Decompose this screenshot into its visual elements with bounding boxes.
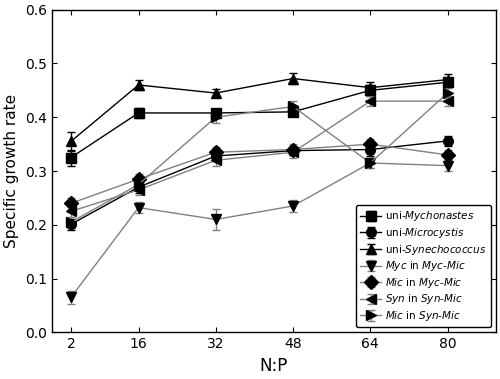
Legend: uni-$\it{Mychonastes}$, uni-$\it{Microcystis}$, uni-$\it{Synechococcus}$, $\it{M: uni-$\it{Mychonastes}$, uni-$\it{Microcy… [356,205,490,327]
X-axis label: N:P: N:P [260,357,288,375]
Y-axis label: Specific growth rate: Specific growth rate [4,94,19,248]
